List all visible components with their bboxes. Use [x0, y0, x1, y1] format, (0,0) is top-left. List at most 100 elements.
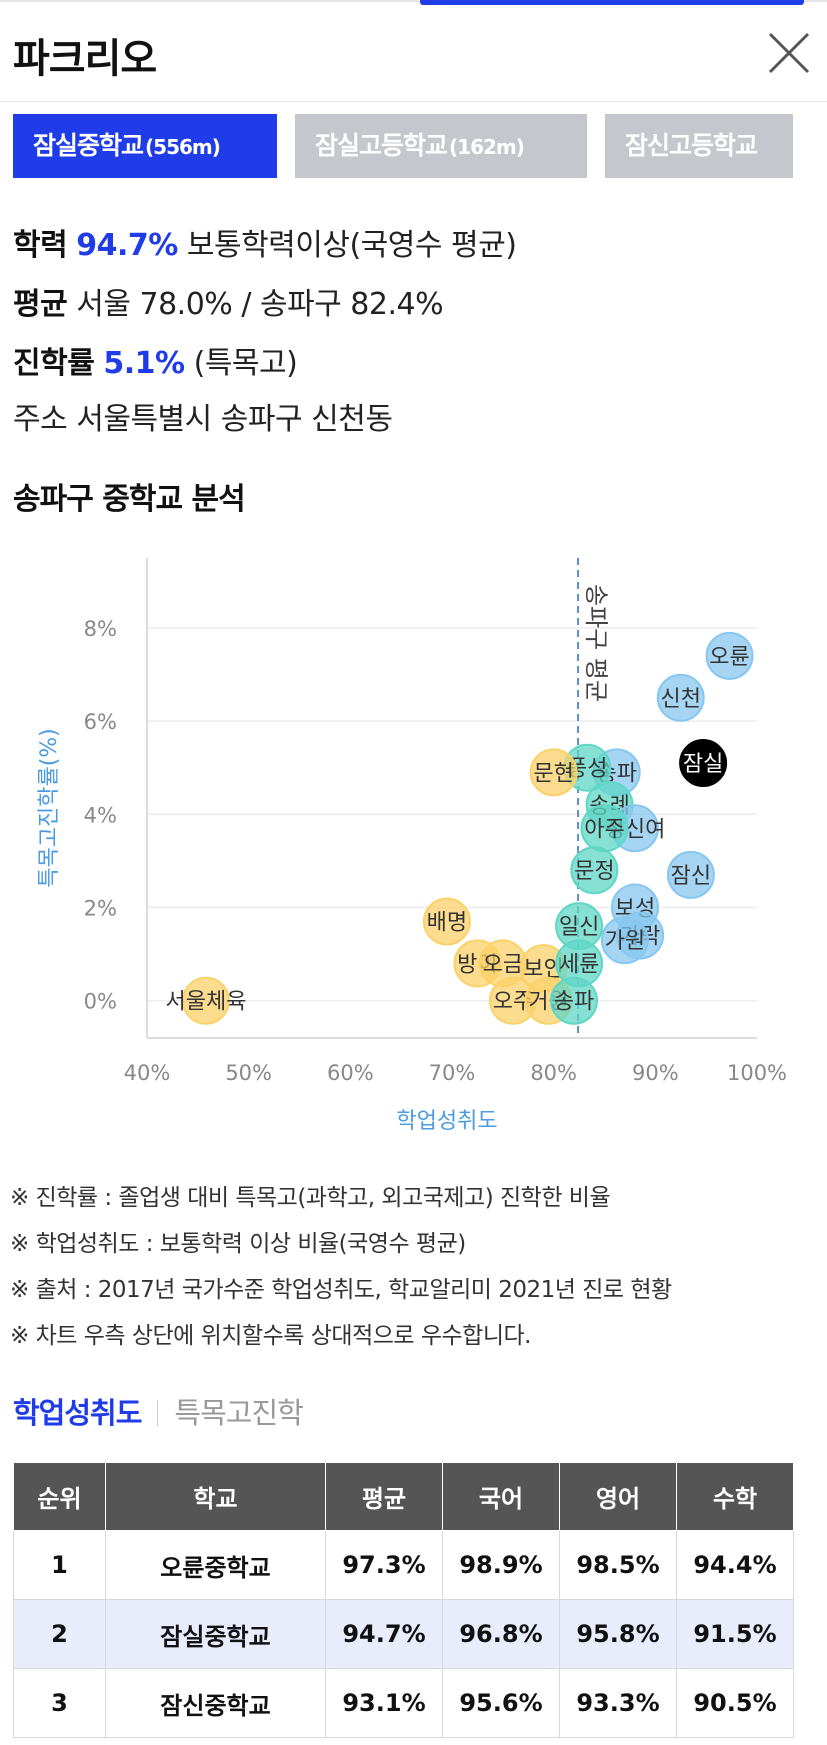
point-label: 송파	[554, 990, 594, 1015]
tab-school-distance: (556m)	[145, 135, 221, 159]
cell-school: 잠실중학교	[105, 1599, 326, 1669]
x-tick-label: 100%	[727, 1061, 787, 1085]
tab-school-name: 잠신고등학교	[625, 131, 758, 160]
x-tick-label: 50%	[225, 1061, 272, 1085]
point-marker	[666, 850, 715, 899]
page-title: 파크리오	[13, 36, 157, 82]
tab-school-0[interactable]: 잠실중학교 (556m)	[13, 114, 277, 178]
scatter-point: 아주	[580, 804, 629, 853]
scatter-point: 오주	[489, 976, 537, 1025]
tab-school-1[interactable]: 잠실고등학교 (162m)	[295, 114, 587, 178]
point-marker	[529, 748, 578, 797]
advance-desc: (특목고)	[193, 346, 298, 381]
scatter-point: 세륜	[555, 939, 604, 988]
academic-value: 94.7%	[76, 228, 178, 263]
point-label: 잠신	[671, 864, 711, 889]
cell-english: 95.8%	[559, 1599, 677, 1669]
close-button[interactable]	[764, 28, 814, 78]
y-axis-label: 특목고진학률(%)	[37, 728, 62, 888]
info-average: 평균 서울 78.0% / 송파구 82.4%	[13, 279, 444, 323]
point-label: 가원	[605, 929, 645, 954]
scatter-point: 배명	[422, 897, 471, 946]
active-indicator	[420, 0, 804, 5]
tab-school-distance: (162m)	[449, 135, 525, 159]
info-advance: 진학률 5.1% (특목고)	[13, 338, 298, 382]
advance-value: 5.1%	[103, 346, 185, 381]
info-label: 평균	[13, 287, 68, 322]
note-line: ※ 출처 : 2017년 국가수준 학업성취도, 학교알리미 2021년 진로 …	[10, 1277, 672, 1303]
scatter-point: 문정	[570, 846, 619, 895]
cell-korean: 96.8%	[442, 1599, 560, 1669]
scatter-point: 신천	[656, 673, 705, 722]
col-header-rank[interactable]: 순위	[13, 1462, 106, 1531]
point-label: 오금	[483, 952, 523, 977]
scatter-point: 문현	[529, 748, 578, 797]
point-marker	[570, 846, 619, 895]
subtab-academic[interactable]: 학업성취도	[13, 1396, 142, 1430]
tab-school-name: 잠실중학교	[33, 131, 144, 160]
section-title: 송파구 중학교 분석	[13, 482, 246, 517]
ranking-table: 순위 학교 평균 국어 영어 수학 1 오륜중학교 97.3% 98.9% 98…	[13, 1462, 794, 1738]
y-tick-label: 0%	[84, 990, 117, 1014]
point-label: 일신	[559, 915, 599, 940]
point-label: 서울체육	[165, 990, 246, 1015]
cell-rank: 3	[13, 1668, 106, 1738]
col-header-english[interactable]: 영어	[559, 1462, 677, 1531]
scatter-point: 오륜	[705, 631, 754, 680]
col-header-school[interactable]: 학교	[105, 1462, 326, 1531]
point-label: 오륜	[709, 645, 749, 670]
tab-school-name: 잠실고등학교	[315, 131, 448, 160]
point-label: 신천	[661, 687, 701, 712]
x-tick-label: 40%	[124, 1061, 171, 1085]
info-address: 주소 서울특별시 송파구 신천동	[13, 394, 393, 438]
point-marker	[656, 673, 705, 722]
note-line: ※ 학업성취도 : 보통학력 이상 비율(국영수 평균)	[10, 1231, 466, 1257]
info-academic: 학력 94.7% 보통학력이상(국영수 평균)	[13, 220, 517, 264]
x-tick-label: 70%	[429, 1061, 476, 1085]
top-divider	[0, 0, 827, 2]
school-tabs: 잠실중학교 (556m) 잠실고등학교 (162m) 잠신고등학교	[13, 114, 827, 178]
table-row[interactable]: 2 잠실중학교 94.7% 96.8% 95.8% 91.5%	[13, 1599, 794, 1669]
cell-korean: 98.9%	[442, 1530, 560, 1600]
subtab-special-school[interactable]: 특목고진학	[174, 1396, 303, 1430]
subtab-divider	[157, 1400, 159, 1426]
average-desc: 서울 78.0% / 송파구 82.4%	[76, 287, 444, 322]
cell-english: 98.5%	[559, 1530, 677, 1600]
x-axis-label: 학업성취도	[396, 1109, 497, 1134]
point-marker	[550, 976, 598, 1025]
table-row[interactable]: 1 오륜중학교 97.3% 98.9% 98.5% 94.4%	[13, 1530, 794, 1600]
scatter-point: 잠신	[666, 850, 715, 899]
point-marker	[181, 976, 230, 1025]
col-header-korean[interactable]: 국어	[442, 1462, 560, 1531]
point-label: 배명	[427, 910, 467, 935]
close-icon	[768, 32, 810, 74]
info-label: 학력	[13, 228, 68, 263]
header: 파크리오	[0, 0, 827, 102]
academic-desc: 보통학력이상(국영수 평균)	[186, 228, 517, 263]
note-line: ※ 진학률 : 졸업생 대비 특목고(과학고, 외고국제고) 진학한 비율	[10, 1185, 611, 1211]
info-label: 주소	[13, 402, 68, 437]
y-tick-label: 8%	[84, 617, 117, 641]
cell-rank: 2	[13, 1599, 106, 1669]
cell-math: 90.5%	[676, 1668, 794, 1738]
col-header-math[interactable]: 수학	[676, 1462, 794, 1531]
scatter-chart: 0% 2% 4% 6% 8% 40% 50% 60% 70% 80% 90% 100% 학업성취도 특목고…	[37, 558, 787, 1134]
address-desc: 서울특별시 송파구 신천동	[76, 402, 393, 437]
note-line: ※ 차트 우측 상단에 위치할수록 상대적으로 우수합니다.	[10, 1323, 531, 1349]
table-row[interactable]: 3 잠신중학교 93.1% 95.6% 93.3% 90.5%	[13, 1668, 794, 1738]
point-label: 잠실	[683, 752, 723, 777]
scatter-point: 가원	[600, 916, 649, 965]
y-tick-label: 2%	[84, 897, 117, 921]
scatter-point: 송파	[550, 976, 598, 1025]
tab-school-2[interactable]: 잠신고등학교	[605, 114, 793, 178]
point-marker	[422, 897, 471, 946]
scatter-point: 오금	[478, 939, 527, 988]
average-reference-label: 송파구 평균	[582, 584, 610, 702]
point-label: 세륜	[559, 952, 599, 977]
col-header-average[interactable]: 평균	[325, 1462, 443, 1531]
cell-school: 잠신중학교	[105, 1668, 326, 1738]
x-tick-label: 80%	[530, 1061, 577, 1085]
y-tick-label: 6%	[84, 710, 117, 734]
cell-math: 91.5%	[676, 1599, 794, 1669]
cell-average: 94.7%	[325, 1599, 443, 1669]
